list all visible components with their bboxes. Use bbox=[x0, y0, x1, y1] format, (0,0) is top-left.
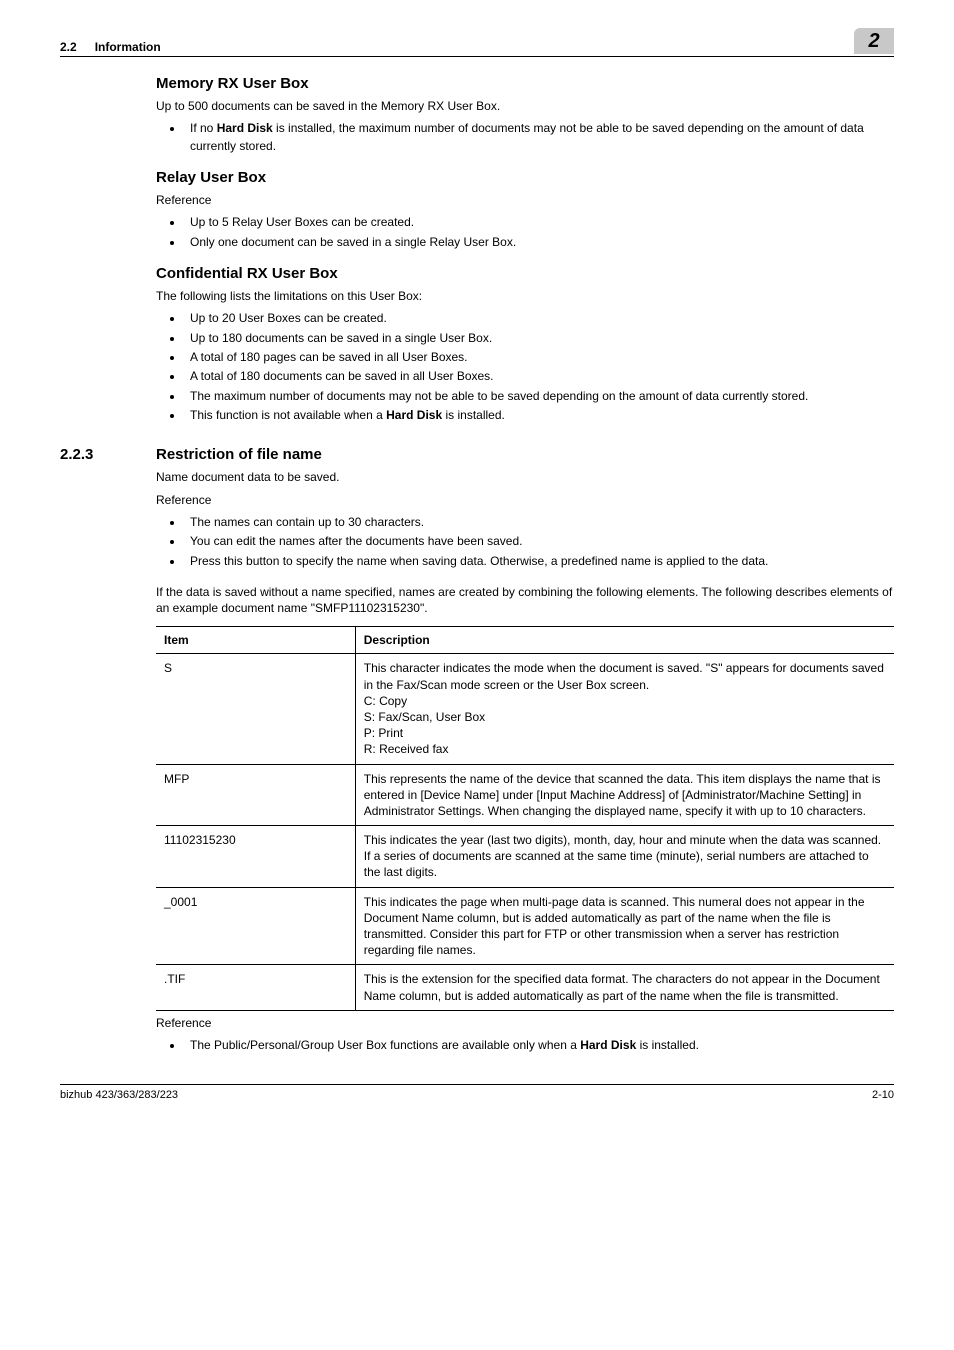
list-item: Up to 5 Relay User Boxes can be created. bbox=[184, 214, 894, 231]
page-header: 2.2 Information 2 bbox=[60, 28, 894, 57]
reference2-list: The Public/Personal/Group User Box funct… bbox=[156, 1037, 894, 1054]
relay-title: Relay User Box bbox=[156, 169, 894, 186]
table-row: .TIF This is the extension for the speci… bbox=[156, 965, 894, 1010]
cell-desc: This indicates the year (last two digits… bbox=[355, 826, 894, 888]
confidential-intro: The following lists the limitations on t… bbox=[156, 288, 894, 304]
memory-rx-title: Memory RX User Box bbox=[156, 75, 894, 92]
cell-item: MFP bbox=[156, 764, 355, 826]
restriction-after: If the data is saved without a name spec… bbox=[156, 584, 894, 616]
cell-item: 11102315230 bbox=[156, 826, 355, 888]
cell-desc: This character indicates the mode when t… bbox=[355, 654, 894, 764]
list-item: The Public/Personal/Group User Box funct… bbox=[184, 1037, 894, 1054]
list-item: You can edit the names after the documen… bbox=[184, 533, 894, 550]
list-item: Only one document can be saved in a sing… bbox=[184, 234, 894, 251]
section-number: 2.2 bbox=[60, 40, 77, 54]
page-footer: bizhub 423/363/283/223 2-10 bbox=[60, 1084, 894, 1101]
reference-label: Reference bbox=[156, 192, 894, 208]
cell-item: .TIF bbox=[156, 965, 355, 1010]
cell-item: _0001 bbox=[156, 887, 355, 965]
subsection-number: 2.2.3 bbox=[60, 446, 156, 463]
section-title: Information bbox=[95, 40, 161, 54]
confidential-title: Confidential RX User Box bbox=[156, 265, 894, 282]
table-row: S This character indicates the mode when… bbox=[156, 654, 894, 764]
list-item: Up to 180 documents can be saved in a si… bbox=[184, 330, 894, 347]
reference-label: Reference bbox=[156, 492, 894, 508]
footer-page: 2-10 bbox=[872, 1089, 894, 1101]
subsection-header: 2.2.3 Restriction of file name bbox=[60, 446, 894, 463]
table-header-desc: Description bbox=[355, 627, 894, 654]
table-header-item: Item bbox=[156, 627, 355, 654]
cell-desc: This indicates the page when multi-page … bbox=[355, 887, 894, 965]
cell-item: S bbox=[156, 654, 355, 764]
footer-model: bizhub 423/363/283/223 bbox=[60, 1089, 178, 1101]
table-row: _0001 This indicates the page when multi… bbox=[156, 887, 894, 965]
list-item: Press this button to specify the name wh… bbox=[184, 553, 894, 570]
list-item: Up to 20 User Boxes can be created. bbox=[184, 310, 894, 327]
chapter-badge: 2 bbox=[854, 28, 894, 54]
filename-table: Item Description S This character indica… bbox=[156, 626, 894, 1010]
list-item: This function is not available when a Ha… bbox=[184, 407, 894, 424]
list-item: A total of 180 documents can be saved in… bbox=[184, 368, 894, 385]
restriction-intro: Name document data to be saved. bbox=[156, 469, 894, 485]
header-section: 2.2 Information bbox=[60, 40, 161, 54]
reference-label: Reference bbox=[156, 1015, 894, 1031]
restriction-list: The names can contain up to 30 character… bbox=[156, 514, 894, 570]
relay-list: Up to 5 Relay User Boxes can be created.… bbox=[156, 214, 894, 251]
memory-rx-list: If no Hard Disk is installed, the maximu… bbox=[156, 120, 894, 155]
cell-desc: This is the extension for the specified … bbox=[355, 965, 894, 1010]
memory-rx-intro: Up to 500 documents can be saved in the … bbox=[156, 98, 894, 114]
cell-desc: This represents the name of the device t… bbox=[355, 764, 894, 826]
list-item: If no Hard Disk is installed, the maximu… bbox=[184, 120, 894, 155]
table-row: 11102315230 This indicates the year (las… bbox=[156, 826, 894, 888]
list-item: The maximum number of documents may not … bbox=[184, 388, 894, 405]
confidential-list: Up to 20 User Boxes can be created. Up t… bbox=[156, 310, 894, 424]
list-item: The names can contain up to 30 character… bbox=[184, 514, 894, 531]
list-item: A total of 180 pages can be saved in all… bbox=[184, 349, 894, 366]
subsection-title: Restriction of file name bbox=[156, 446, 322, 463]
table-row: MFP This represents the name of the devi… bbox=[156, 764, 894, 826]
